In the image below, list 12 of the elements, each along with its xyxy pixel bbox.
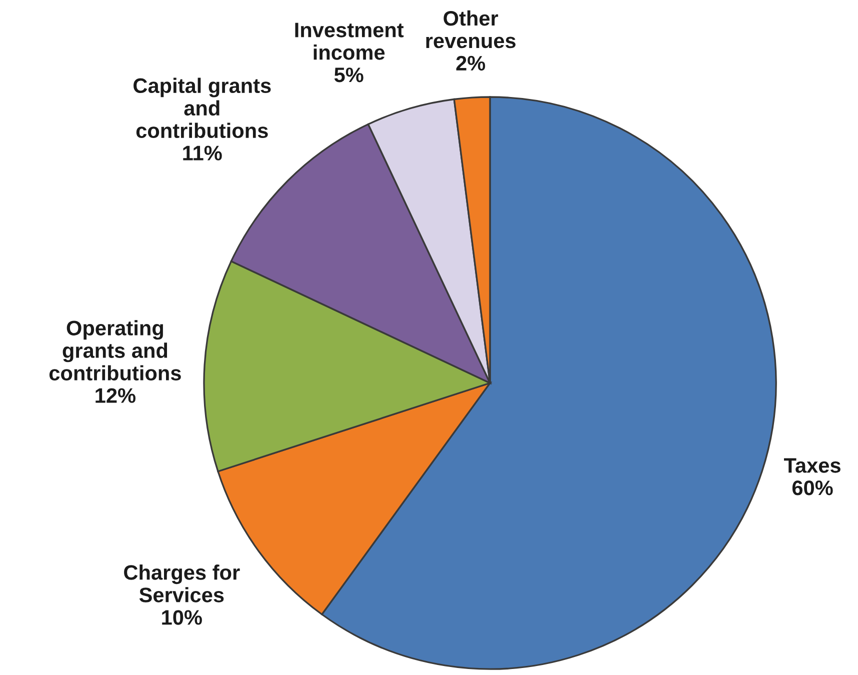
slice-label: Operating grants and contributions [49, 320, 181, 381]
slice-label: Charges for Services [124, 564, 240, 602]
slice-label: Other revenues [426, 10, 516, 48]
data-label: 10% [162, 610, 202, 625]
data-label: 2% [456, 56, 486, 71]
slice-label: Investment income [295, 22, 404, 60]
slice-label: Taxes [784, 458, 840, 473]
slice-label: Capital grants and contributions [134, 78, 271, 138]
data-label: 60% [792, 480, 833, 496]
data-label: 12% [96, 388, 136, 403]
data-label: 5% [334, 68, 364, 82]
data-label: 11% [183, 146, 222, 160]
